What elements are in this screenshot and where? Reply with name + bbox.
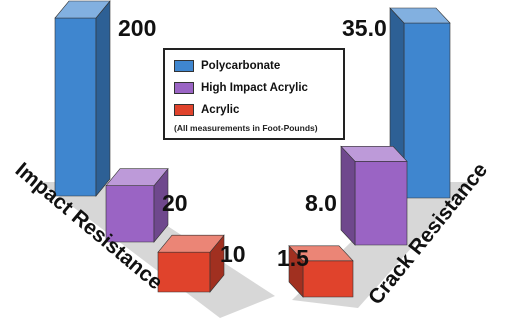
- impact-bar-acrylic-top: [157, 234, 225, 253]
- legend-label: Polycarbonate: [201, 60, 281, 72]
- impact-bar-high-impact-acrylic: [105, 167, 169, 243]
- impact-bar-polycarbonate: [54, 0, 111, 197]
- legend-label: Acrylic: [201, 104, 240, 116]
- legend-label: High Impact Acrylic: [201, 82, 308, 94]
- legend-item-polycarbonate: Polycarbonate: [174, 58, 280, 74]
- legend-item-high-impact-acrylic: High Impact Acrylic: [174, 80, 308, 96]
- legend-item-acrylic: Acrylic: [174, 102, 239, 118]
- legend-swatch-high-impact-acrylic: [174, 82, 194, 94]
- impact-bar-polycarbonate-front: [54, 17, 97, 197]
- crack-bar-high-impact-acrylic-side: [340, 145, 356, 246]
- crack-bar-polycarbonate: [389, 7, 451, 199]
- crack-value-polycarbonate: 35.0: [342, 15, 387, 41]
- crack-value-high-impact-acrylic: 8.0: [305, 190, 337, 216]
- legend: Polycarbonate High Impact Acrylic Acryli…: [163, 48, 345, 140]
- legend-swatch-acrylic: [174, 104, 194, 116]
- crack-bar-acrylic-top: [288, 245, 354, 262]
- legend-swatch-polycarbonate: [174, 60, 194, 72]
- impact-value-high-impact-acrylic: 20: [162, 190, 188, 216]
- impact-bar-acrylic: [157, 234, 225, 293]
- impact-bar-acrylic-front: [157, 251, 211, 293]
- crack-bar-high-impact-acrylic-front: [354, 161, 408, 246]
- crack-value-acrylic: 1.5: [277, 245, 309, 271]
- crack-bar-acrylic-front: [302, 260, 354, 298]
- crack-resistance-chart: 35.08.01.5 Crack Resistance: [277, 7, 492, 309]
- impact-bar-polycarbonate-side: [95, 0, 111, 197]
- crack-bar-acrylic: [288, 245, 354, 298]
- crack-bar-high-impact-acrylic-top: [340, 146, 408, 162]
- crack-bar-polycarbonate-front: [403, 22, 451, 199]
- impact-bar-polycarbonate-top: [54, 0, 111, 19]
- crack-bar-polycarbonate-top: [389, 7, 451, 24]
- impact-bar-high-impact-acrylic-top: [105, 168, 169, 187]
- legend-note: (All measurements in Foot-Pounds): [174, 123, 318, 133]
- impact-value-acrylic: 10: [220, 241, 246, 267]
- impact-value-polycarbonate: 200: [118, 15, 156, 41]
- crack-bar-high-impact-acrylic: [340, 145, 408, 246]
